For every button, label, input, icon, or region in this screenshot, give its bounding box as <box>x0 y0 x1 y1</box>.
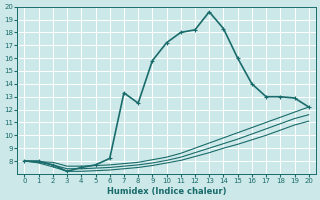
X-axis label: Humidex (Indice chaleur): Humidex (Indice chaleur) <box>107 187 226 196</box>
